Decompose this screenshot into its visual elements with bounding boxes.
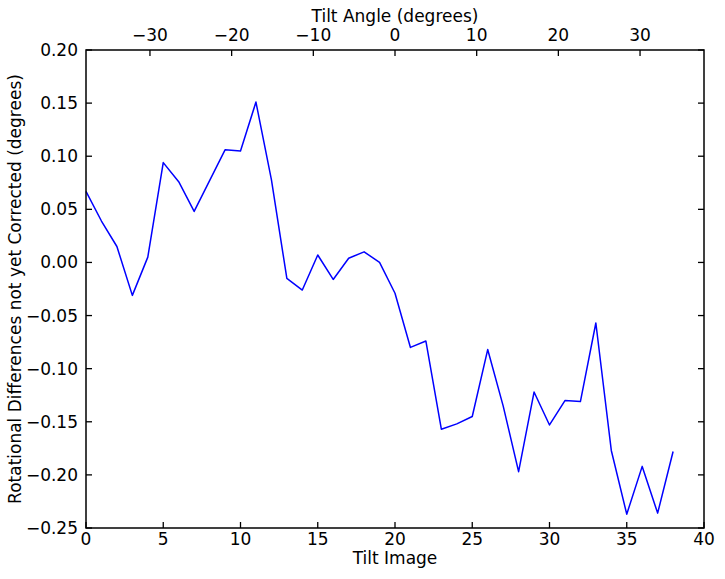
line-chart: Tilt Angle (degrees) Tilt Image Rotation…	[0, 0, 725, 579]
top-tick-label: 10	[466, 25, 488, 45]
top-tick-label: −20	[214, 25, 250, 45]
x-tick-label: 0	[81, 529, 92, 549]
x-tick-label: 30	[539, 529, 561, 549]
top-tick-label: −30	[132, 25, 168, 45]
axes-frame	[86, 50, 704, 528]
x-tick-label: 10	[230, 529, 252, 549]
x-tick-label: 35	[616, 529, 638, 549]
top-tick-label: 0	[390, 25, 401, 45]
x-tick-label: 15	[307, 529, 329, 549]
y-tick-label: −0.25	[26, 518, 78, 538]
figure: Tilt Angle (degrees) Tilt Image Rotation…	[0, 0, 725, 579]
top-tick-label: −10	[295, 25, 331, 45]
x-tick-label: 25	[461, 529, 483, 549]
y-tick-label: 0.00	[40, 252, 78, 272]
y-tick-label: 0.05	[40, 199, 78, 219]
y-tick-label: −0.15	[26, 412, 78, 432]
y-tick-label: 0.20	[40, 40, 78, 60]
y-tick-label: 0.15	[40, 93, 78, 113]
bottom-axis-label: Tilt Image	[352, 548, 438, 568]
y-tick-label: −0.10	[26, 359, 78, 379]
y-tick-label: −0.05	[26, 306, 78, 326]
plot-area: 0 5 10 15 20 25 30 35 40 −30 −20 −10 0 10 20 30 0.20 0.15…	[26, 25, 715, 549]
data-line-rotational-difference	[86, 102, 673, 514]
top-axis-label: Tilt Angle (degrees)	[311, 6, 479, 26]
left-axis-label: Rotational Differences not yet Corrected…	[5, 74, 25, 504]
top-tick-label: 30	[629, 25, 651, 45]
x-tick-label: 20	[384, 529, 406, 549]
y-tick-label: −0.20	[26, 465, 78, 485]
top-tick-label: 20	[548, 25, 570, 45]
x-tick-label: 5	[158, 529, 169, 549]
x-tick-label: 40	[693, 529, 715, 549]
y-tick-label: 0.10	[40, 146, 78, 166]
